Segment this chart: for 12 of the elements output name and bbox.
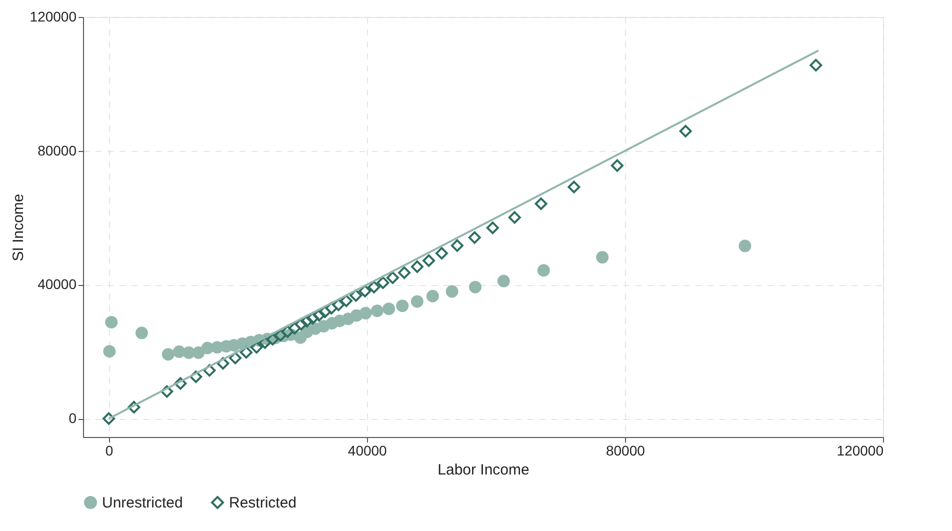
y-tick-label: 0 xyxy=(68,410,77,426)
legend-label: Restricted xyxy=(229,494,297,512)
y-axis-title: SI Income xyxy=(10,194,27,262)
y-tick-label: 80000 xyxy=(38,142,77,158)
x-tick-label: 40000 xyxy=(348,442,388,458)
y-tick-label: 40000 xyxy=(38,276,77,292)
x-axis-title: Labor Income xyxy=(438,462,530,478)
x-tick-label: 80000 xyxy=(606,442,646,458)
y-tick-label: 120000 xyxy=(30,8,77,24)
x-tick-label: 0 xyxy=(105,442,114,458)
legend-label: Unrestricted xyxy=(102,494,183,512)
x-tick-label: 120000 xyxy=(836,442,884,458)
